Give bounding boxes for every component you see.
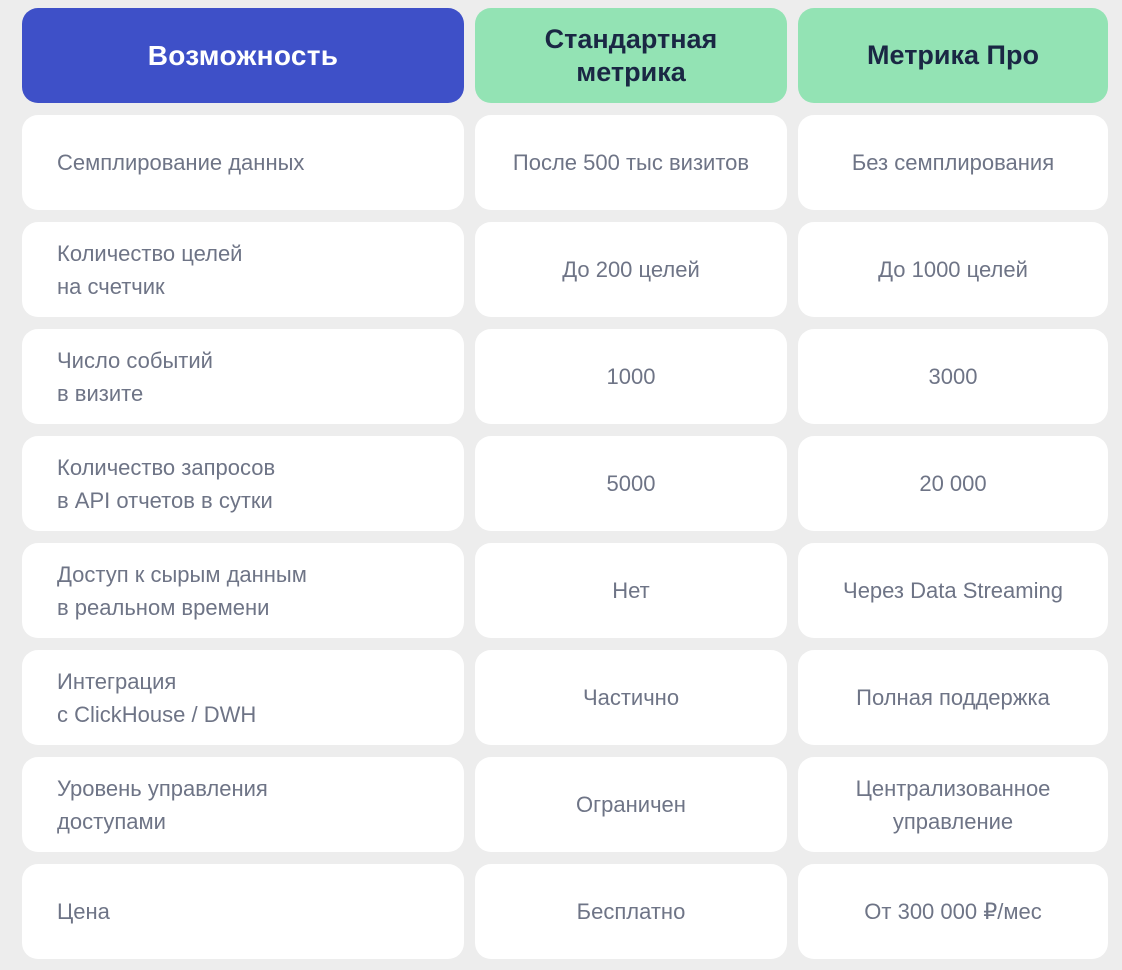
- feature-cell-raw-data: Доступ к сырым данным в реальном времени: [22, 543, 464, 638]
- feature-cell-events: Число событий в визите: [22, 329, 464, 424]
- standard-value-cell: После 500 тыс визитов: [475, 115, 787, 210]
- feature-cell-sampling: Семплирование данных: [22, 115, 464, 210]
- feature-cell-clickhouse: Интеграция с ClickHouse / DWH: [22, 650, 464, 745]
- feature-cell-access-control: Уровень управления доступами: [22, 757, 464, 852]
- feature-cell-api-requests: Количество запросов в API отчетов в сутк…: [22, 436, 464, 531]
- standard-value-cell: 1000: [475, 329, 787, 424]
- pro-value-cell: 20 000: [798, 436, 1108, 531]
- column-header-metrica-pro: Метрика Про: [798, 8, 1108, 103]
- standard-value-cell: Нет: [475, 543, 787, 638]
- pro-value-cell: Полная поддержка: [798, 650, 1108, 745]
- standard-value-cell: 5000: [475, 436, 787, 531]
- pro-value-cell: Через Data Streaming: [798, 543, 1108, 638]
- pro-value-cell: Без семплирования: [798, 115, 1108, 210]
- pro-value-cell: 3000: [798, 329, 1108, 424]
- pro-value-cell: От 300 000 ₽/мес: [798, 864, 1108, 959]
- feature-cell-goals: Количество целей на счетчик: [22, 222, 464, 317]
- standard-value-cell: Частично: [475, 650, 787, 745]
- standard-value-cell: Ограничен: [475, 757, 787, 852]
- column-header-standard-metrica: Стандартная метрика: [475, 8, 787, 103]
- column-header-feature: Возможность: [22, 8, 464, 103]
- feature-cell-price: Цена: [22, 864, 464, 959]
- pro-value-cell: До 1000 целей: [798, 222, 1108, 317]
- standard-value-cell: До 200 целей: [475, 222, 787, 317]
- standard-value-cell: Бесплатно: [475, 864, 787, 959]
- pro-value-cell: Централизованное управление: [798, 757, 1108, 852]
